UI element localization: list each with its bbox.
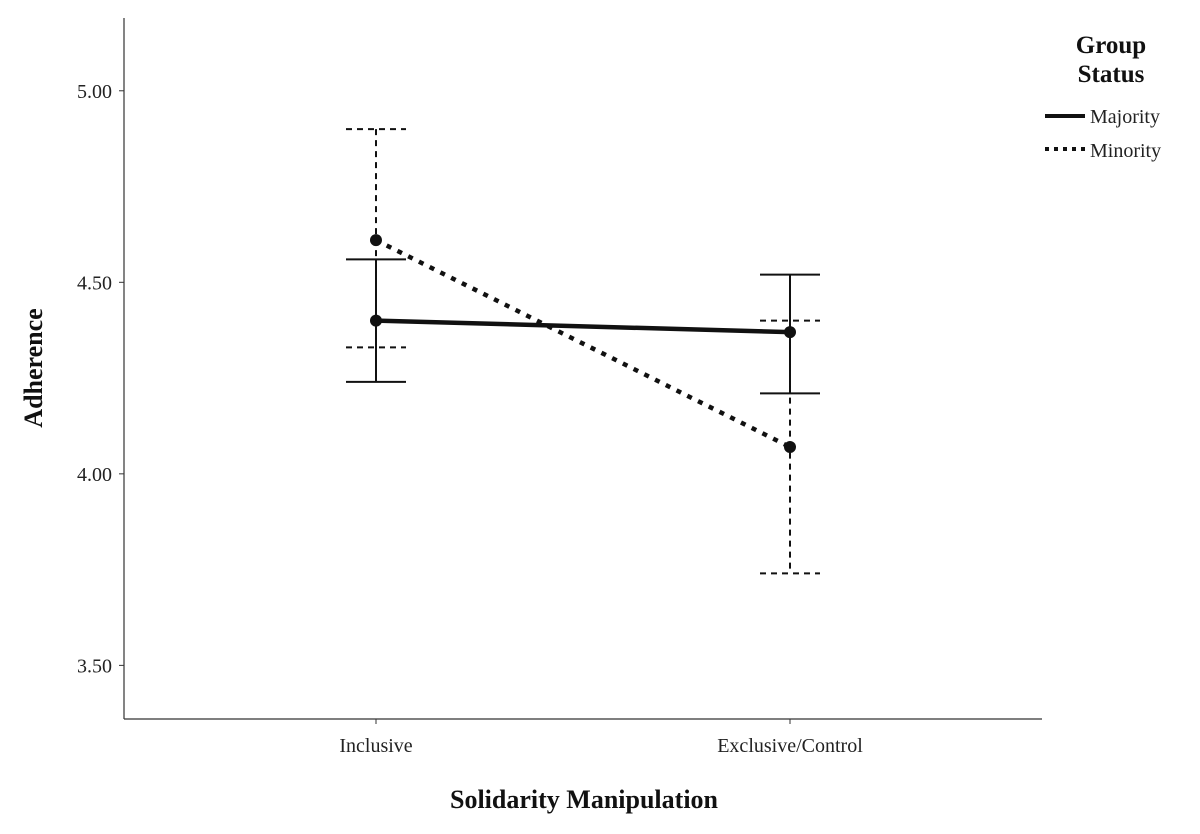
series-line-minority (374, 238, 792, 450)
y-tick-label: 4.00 (77, 464, 112, 486)
legend-label-majority: Majority (1090, 106, 1160, 128)
data-point-minority (370, 234, 382, 247)
x-tick-label: Exclusive/Control (717, 735, 863, 757)
axes: 3.50 4.00 4.50 5.00 Inclusive Exclusive/Contr… (77, 18, 1042, 757)
x-axis-title: Solidarity Manipulation (450, 785, 719, 814)
data-point-minority (784, 441, 796, 454)
y-axis-title: Adherence (19, 308, 48, 427)
legend: Group Status Majority Minority (1045, 32, 1161, 162)
legend-label-minority: Minority (1090, 140, 1161, 162)
series-line-majority (375, 318, 791, 335)
legend-title-line-2: Status (1078, 61, 1145, 88)
y-tick-label: 5.00 (77, 81, 112, 103)
legend-title-line-1: Group (1076, 32, 1146, 59)
series-majority (346, 258, 820, 395)
x-tick-label: Inclusive (339, 735, 412, 757)
y-tick-label: 3.50 (77, 655, 112, 677)
series-minority (346, 128, 820, 575)
chart-marks (346, 128, 820, 575)
y-tick-label: 4.50 (77, 272, 112, 294)
